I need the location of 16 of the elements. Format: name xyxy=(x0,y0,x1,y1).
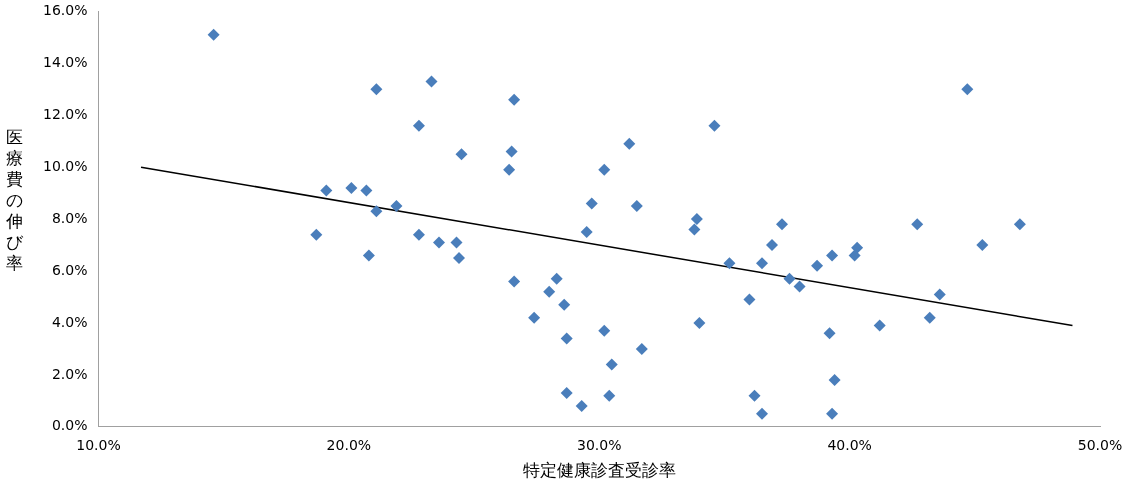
x-tick-label: 10.0% xyxy=(76,436,121,453)
y-tick-label: 16.0% xyxy=(42,2,88,19)
y-tick-label: 0.0% xyxy=(51,417,88,434)
y-tick-label: 10.0% xyxy=(42,157,88,174)
y-tick-label: 6.0% xyxy=(51,261,88,278)
x-tick-label: 40.0% xyxy=(827,436,872,453)
y-tick-label: 2.0% xyxy=(51,365,88,382)
y-tick-label: 8.0% xyxy=(51,209,88,226)
y-tick-label: 12.0% xyxy=(42,105,88,122)
x-tick-label: 50.0% xyxy=(1077,436,1123,453)
y-tick-label: 14.0% xyxy=(42,53,88,70)
x-axis-title: 特定健康診査受診率 xyxy=(522,460,676,481)
y-axis-title: 医療費の伸び率 xyxy=(6,127,23,274)
y-tick-label: 4.0% xyxy=(51,313,88,330)
x-tick-label: 30.0% xyxy=(577,436,622,453)
x-tick-label: 20.0% xyxy=(326,436,372,453)
